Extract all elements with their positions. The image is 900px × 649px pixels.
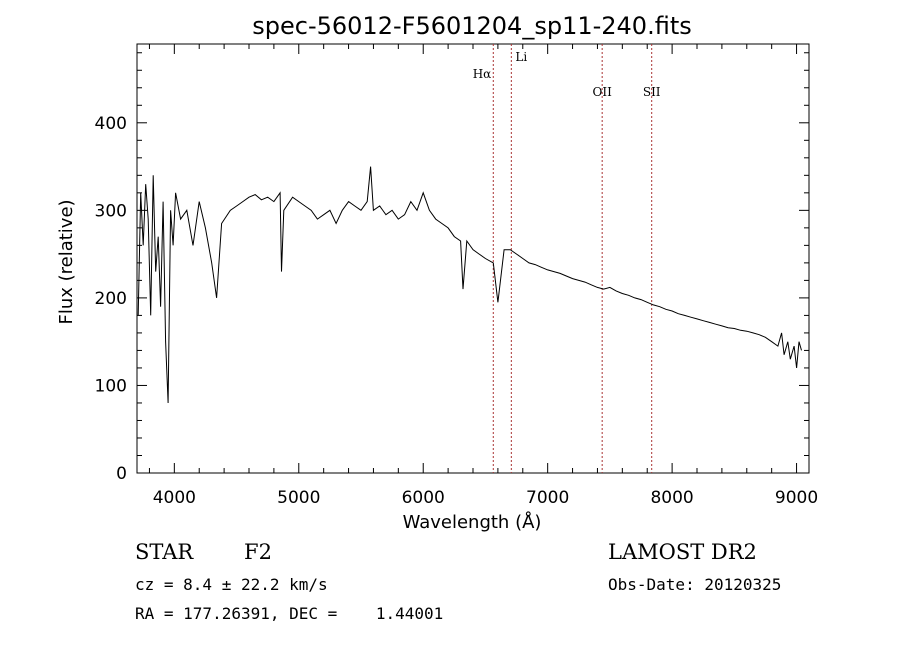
emission-line-markers: Hα Li OII SII: [473, 44, 661, 473]
x-axis-ticks: 4000 5000 6000 7000 8000 9000: [148, 44, 818, 508]
y-tick-label: 200: [95, 289, 127, 309]
emission-line-label: Li: [515, 50, 527, 64]
x-tick-label: 6000: [402, 488, 445, 508]
chart-title: spec-56012-F5601204_sp11-240.fits: [252, 12, 691, 40]
y-tick-label: 0: [116, 464, 127, 484]
y-axis-label: Flux (relative): [56, 199, 77, 324]
redshift-info: cz = 8.4 ± 22.2 km/s: [135, 575, 328, 594]
x-axis-label: Wavelength (Å): [403, 511, 542, 533]
emission-line-label: SII: [643, 85, 661, 99]
object-class: STAR: [135, 540, 194, 564]
x-tick-label: 9000: [775, 488, 818, 508]
plot-frame: [136, 43, 810, 474]
emission-line-label: OII: [593, 85, 613, 99]
spectrum-line: [137, 166, 802, 404]
x-tick-label: 4000: [153, 488, 196, 508]
y-tick-label: 400: [95, 114, 127, 134]
x-tick-label: 5000: [277, 488, 320, 508]
coordinates: RA = 177.26391, DEC = 1.44001: [135, 604, 444, 623]
obs-date: Obs-Date: 20120325: [608, 575, 782, 594]
emission-line-label: Hα: [473, 67, 492, 81]
y-tick-label: 100: [95, 376, 127, 396]
y-tick-label: 300: [95, 201, 127, 221]
object-subclass: F2: [244, 540, 272, 564]
survey-name: LAMOST DR2: [608, 540, 757, 564]
x-tick-label: 7000: [526, 488, 569, 508]
y-axis-ticks: 0 100 200 300 400: [95, 52, 809, 484]
x-tick-label: 8000: [650, 488, 693, 508]
